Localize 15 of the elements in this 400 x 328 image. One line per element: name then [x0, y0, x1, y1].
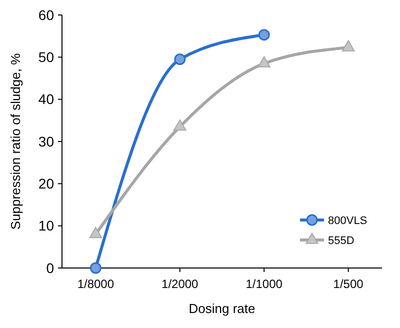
- y-tick-label: 40: [38, 91, 54, 108]
- x-tick-label: 1/1000: [246, 277, 283, 291]
- y-axis-title: Suppression ratio of sludge, %: [8, 52, 23, 230]
- x-tick-label: 1/8000: [77, 277, 114, 291]
- y-tick-label: 0: [46, 260, 54, 276]
- x-tick-label: 1/2000: [162, 277, 199, 291]
- legend-label: 800VLS: [328, 214, 368, 227]
- y-tick-label: 50: [38, 49, 54, 66]
- y-tick-label: 30: [38, 133, 54, 150]
- y-tick-label: 20: [38, 176, 54, 192]
- x-axis-title: Dosing rate: [188, 301, 256, 316]
- legend-label: 555D: [328, 234, 354, 247]
- x-tick-label: 1/500: [333, 277, 364, 291]
- y-tick-label: 60: [38, 6, 54, 23]
- y-tick-label: 10: [38, 218, 54, 234]
